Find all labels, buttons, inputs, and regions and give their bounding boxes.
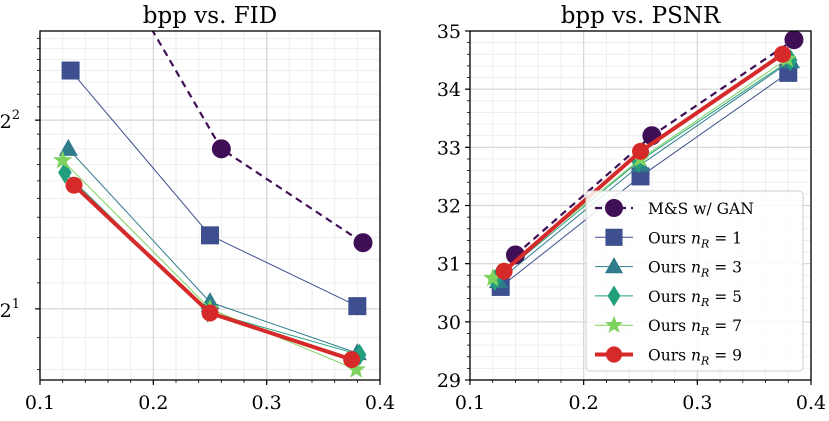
legend-box	[585, 190, 804, 372]
fid-ms-gan-line	[151, 31, 364, 244]
fid-nr7-point	[53, 150, 73, 169]
legend: M&S w/ GAN Ours nR = 1 Ours nR = 3 Ours nR …	[585, 190, 804, 372]
fid-ms-gan-point	[211, 139, 231, 159]
psnr-series	[483, 31, 804, 296]
legend-label-nr7: Ours nR = 7	[648, 317, 742, 338]
fid-nr9-point	[65, 176, 83, 194]
fid-y-tick-label: 21	[0, 297, 20, 322]
psnr-y-tick-label: 35	[437, 21, 461, 43]
legend-entry-nr1: Ours nR = 1	[595, 228, 742, 250]
psnr-nr9-point	[774, 45, 792, 63]
fid-ms-gan-point	[353, 233, 373, 253]
psnr-y-tick-label: 33	[437, 137, 461, 159]
psnr-y-tick-label: 29	[437, 370, 461, 392]
fid-panel: 0.1 0.2 0.3 0.4 21 22 bpp vs. FID	[0, 3, 395, 414]
fid-nr5-point	[58, 161, 72, 184]
psnr-x-tick-label: 0.1	[455, 392, 485, 414]
psnr-nr1-point	[631, 167, 650, 186]
fid-nr5-line	[64, 172, 360, 356]
psnr-y-tick-label: 30	[437, 312, 461, 334]
fid-nr1-line	[70, 70, 358, 307]
psnr-nr9-point	[632, 142, 649, 160]
fid-axes-frame	[39, 30, 381, 381]
fid-nr1-point	[348, 297, 367, 316]
fid-chart-title: bpp vs. FID	[143, 3, 277, 29]
legend-entry-nr3: Ours nR = 3	[595, 257, 742, 280]
fid-nr9-point	[201, 304, 219, 322]
legend-label-nr3: Ours nR = 3	[648, 259, 742, 280]
fid-x-tick-label: 0.4	[365, 392, 395, 414]
legend-marker-ms-gan	[604, 198, 624, 218]
legend-marker-nr1	[605, 228, 623, 246]
legend-entry-nr7: Ours nR = 7	[595, 315, 742, 338]
fid-x-tick-label: 0.1	[25, 392, 55, 414]
legend-marker-nr3	[604, 257, 624, 274]
fid-nr3-point	[58, 138, 78, 156]
psnr-nr1-point	[779, 63, 798, 82]
fid-series	[53, 31, 373, 378]
legend-label-nr1: Ours nR = 1	[648, 229, 742, 250]
psnr-nr9-point	[495, 262, 513, 280]
psnr-chart-title: bpp vs. PSNR	[561, 3, 721, 29]
fid-nr1-point	[61, 61, 80, 80]
legend-label-nr9: Ours nR = 9	[648, 347, 742, 368]
fid-nr1-point	[201, 226, 219, 245]
psnr-x-tick-label: 0.3	[682, 392, 712, 414]
psnr-y-tick-label: 32	[437, 196, 461, 218]
legend-label-ms-gan: M&S w/ GAN	[648, 200, 754, 218]
legend-marker-nr5	[607, 285, 621, 307]
fid-nr9-point	[343, 351, 361, 369]
fid-x-tick-label: 0.3	[252, 392, 282, 414]
psnr-x-tick-label: 0.4	[796, 392, 826, 414]
fid-grid	[39, 31, 381, 380]
fid-x-tick-label: 0.2	[138, 392, 168, 414]
fid-nr9-line	[72, 183, 353, 362]
legend-label-nr5: Ours nR = 5	[648, 288, 742, 309]
psnr-nr7-point	[483, 268, 503, 287]
legend-marker-nr7	[604, 315, 624, 333]
psnr-y-tick-label: 34	[437, 79, 461, 101]
fid-nr7-point	[346, 359, 366, 378]
legend-marker-nr9	[605, 346, 623, 363]
legend-entry-nr5: Ours nR = 5	[595, 285, 742, 309]
psnr-y-tick-label: 31	[437, 254, 461, 276]
fid-nr3-line	[67, 148, 358, 354]
legend-entry-ms-gan: M&S w/ GAN	[595, 198, 754, 218]
psnr-ms-gan-point	[784, 31, 804, 50]
psnr-x-tick-label: 0.2	[569, 392, 599, 414]
legend-entry-nr9: Ours nR = 9	[595, 346, 742, 368]
fid-y-tick-label: 22	[0, 108, 20, 133]
